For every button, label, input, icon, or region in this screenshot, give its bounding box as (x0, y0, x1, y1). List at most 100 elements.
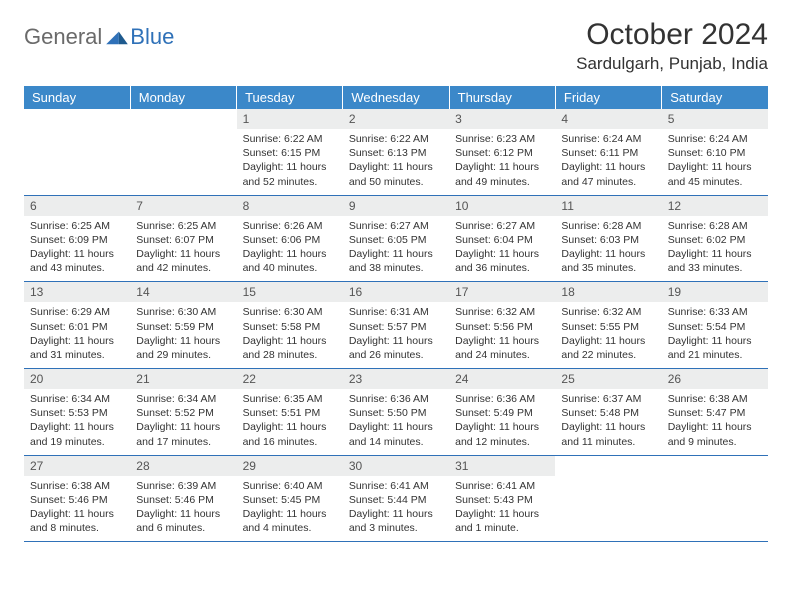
day-number: 6 (24, 196, 130, 216)
logo-triangle-icon (106, 28, 128, 46)
calendar-day-cell: 28Sunrise: 6:39 AMSunset: 5:46 PMDayligh… (130, 455, 236, 542)
weekday-header: Saturday (662, 86, 768, 109)
day-number: 21 (130, 369, 236, 389)
day-content: Sunrise: 6:35 AMSunset: 5:51 PMDaylight:… (237, 389, 343, 455)
calendar-week-row: 6Sunrise: 6:25 AMSunset: 6:09 PMDaylight… (24, 195, 768, 282)
day-number: 27 (24, 456, 130, 476)
day-content: Sunrise: 6:29 AMSunset: 6:01 PMDaylight:… (24, 302, 130, 368)
calendar-day-cell: 29Sunrise: 6:40 AMSunset: 5:45 PMDayligh… (237, 455, 343, 542)
day-number: 11 (555, 196, 661, 216)
calendar-day-cell: 17Sunrise: 6:32 AMSunset: 5:56 PMDayligh… (449, 282, 555, 369)
day-content: Sunrise: 6:39 AMSunset: 5:46 PMDaylight:… (130, 476, 236, 542)
calendar-day-cell: 1Sunrise: 6:22 AMSunset: 6:15 PMDaylight… (237, 109, 343, 195)
day-content: Sunrise: 6:30 AMSunset: 5:58 PMDaylight:… (237, 302, 343, 368)
calendar-day-cell: 21Sunrise: 6:34 AMSunset: 5:52 PMDayligh… (130, 369, 236, 456)
calendar-day-cell: 25Sunrise: 6:37 AMSunset: 5:48 PMDayligh… (555, 369, 661, 456)
calendar-week-row: 13Sunrise: 6:29 AMSunset: 6:01 PMDayligh… (24, 282, 768, 369)
calendar-day-cell: 19Sunrise: 6:33 AMSunset: 5:54 PMDayligh… (662, 282, 768, 369)
day-number: 1 (237, 109, 343, 129)
day-content: Sunrise: 6:34 AMSunset: 5:53 PMDaylight:… (24, 389, 130, 455)
day-content: Sunrise: 6:24 AMSunset: 6:10 PMDaylight:… (662, 129, 768, 195)
logo-text-general: General (24, 24, 102, 50)
day-content: Sunrise: 6:32 AMSunset: 5:56 PMDaylight:… (449, 302, 555, 368)
day-number: 16 (343, 282, 449, 302)
day-number: 18 (555, 282, 661, 302)
calendar-day-cell: 9Sunrise: 6:27 AMSunset: 6:05 PMDaylight… (343, 195, 449, 282)
day-content: Sunrise: 6:31 AMSunset: 5:57 PMDaylight:… (343, 302, 449, 368)
calendar-day-cell: 5Sunrise: 6:24 AMSunset: 6:10 PMDaylight… (662, 109, 768, 195)
day-number: 20 (24, 369, 130, 389)
day-content: Sunrise: 6:32 AMSunset: 5:55 PMDaylight:… (555, 302, 661, 368)
calendar-day-cell: 7Sunrise: 6:25 AMSunset: 6:07 PMDaylight… (130, 195, 236, 282)
calendar-day-cell: 23Sunrise: 6:36 AMSunset: 5:50 PMDayligh… (343, 369, 449, 456)
day-content: Sunrise: 6:33 AMSunset: 5:54 PMDaylight:… (662, 302, 768, 368)
day-number: 12 (662, 196, 768, 216)
day-number: 4 (555, 109, 661, 129)
calendar-day-cell: 30Sunrise: 6:41 AMSunset: 5:44 PMDayligh… (343, 455, 449, 542)
calendar-day-cell: 4Sunrise: 6:24 AMSunset: 6:11 PMDaylight… (555, 109, 661, 195)
weekday-header: Wednesday (343, 86, 449, 109)
day-number: 14 (130, 282, 236, 302)
calendar-day-cell: 8Sunrise: 6:26 AMSunset: 6:06 PMDaylight… (237, 195, 343, 282)
calendar-table: SundayMondayTuesdayWednesdayThursdayFrid… (24, 86, 768, 542)
weekday-header: Thursday (449, 86, 555, 109)
calendar-day-cell: 27Sunrise: 6:38 AMSunset: 5:46 PMDayligh… (24, 455, 130, 542)
weekday-header: Sunday (24, 86, 130, 109)
day-content: Sunrise: 6:30 AMSunset: 5:59 PMDaylight:… (130, 302, 236, 368)
weekday-header: Tuesday (237, 86, 343, 109)
day-content: Sunrise: 6:28 AMSunset: 6:02 PMDaylight:… (662, 216, 768, 282)
calendar-day-cell: 11Sunrise: 6:28 AMSunset: 6:03 PMDayligh… (555, 195, 661, 282)
calendar-day-cell: 10Sunrise: 6:27 AMSunset: 6:04 PMDayligh… (449, 195, 555, 282)
day-content: Sunrise: 6:38 AMSunset: 5:47 PMDaylight:… (662, 389, 768, 455)
day-content: Sunrise: 6:22 AMSunset: 6:15 PMDaylight:… (237, 129, 343, 195)
day-content: Sunrise: 6:25 AMSunset: 6:09 PMDaylight:… (24, 216, 130, 282)
day-number: 9 (343, 196, 449, 216)
day-number: 22 (237, 369, 343, 389)
calendar-day-cell: 2Sunrise: 6:22 AMSunset: 6:13 PMDaylight… (343, 109, 449, 195)
day-number: 2 (343, 109, 449, 129)
day-content: Sunrise: 6:27 AMSunset: 6:05 PMDaylight:… (343, 216, 449, 282)
day-content: Sunrise: 6:36 AMSunset: 5:50 PMDaylight:… (343, 389, 449, 455)
day-content: Sunrise: 6:23 AMSunset: 6:12 PMDaylight:… (449, 129, 555, 195)
calendar-day-cell: 18Sunrise: 6:32 AMSunset: 5:55 PMDayligh… (555, 282, 661, 369)
day-number: 5 (662, 109, 768, 129)
calendar-week-row: 1Sunrise: 6:22 AMSunset: 6:15 PMDaylight… (24, 109, 768, 195)
calendar-day-cell: 15Sunrise: 6:30 AMSunset: 5:58 PMDayligh… (237, 282, 343, 369)
day-content: Sunrise: 6:27 AMSunset: 6:04 PMDaylight:… (449, 216, 555, 282)
logo-text-blue: Blue (130, 24, 174, 50)
calendar-day-cell: 3Sunrise: 6:23 AMSunset: 6:12 PMDaylight… (449, 109, 555, 195)
day-number: 23 (343, 369, 449, 389)
day-number: 29 (237, 456, 343, 476)
day-number: 31 (449, 456, 555, 476)
weekday-header: Monday (130, 86, 236, 109)
page-header: General Blue October 2024 Sardulgarh, Pu… (24, 18, 768, 74)
calendar-day-cell: 31Sunrise: 6:41 AMSunset: 5:43 PMDayligh… (449, 455, 555, 542)
calendar-day-cell: 12Sunrise: 6:28 AMSunset: 6:02 PMDayligh… (662, 195, 768, 282)
title-block: October 2024 Sardulgarh, Punjab, India (576, 18, 768, 74)
calendar-empty-cell (130, 109, 236, 195)
day-content: Sunrise: 6:34 AMSunset: 5:52 PMDaylight:… (130, 389, 236, 455)
day-content: Sunrise: 6:37 AMSunset: 5:48 PMDaylight:… (555, 389, 661, 455)
calendar-body: 1Sunrise: 6:22 AMSunset: 6:15 PMDaylight… (24, 109, 768, 542)
logo: General Blue (24, 18, 174, 50)
day-content: Sunrise: 6:26 AMSunset: 6:06 PMDaylight:… (237, 216, 343, 282)
calendar-week-row: 20Sunrise: 6:34 AMSunset: 5:53 PMDayligh… (24, 369, 768, 456)
day-number: 7 (130, 196, 236, 216)
day-number: 24 (449, 369, 555, 389)
calendar-week-row: 27Sunrise: 6:38 AMSunset: 5:46 PMDayligh… (24, 455, 768, 542)
day-number: 15 (237, 282, 343, 302)
calendar-day-cell: 16Sunrise: 6:31 AMSunset: 5:57 PMDayligh… (343, 282, 449, 369)
location-text: Sardulgarh, Punjab, India (576, 54, 768, 74)
day-number: 30 (343, 456, 449, 476)
weekday-header-row: SundayMondayTuesdayWednesdayThursdayFrid… (24, 86, 768, 109)
day-number: 28 (130, 456, 236, 476)
calendar-empty-cell (24, 109, 130, 195)
day-content: Sunrise: 6:38 AMSunset: 5:46 PMDaylight:… (24, 476, 130, 542)
day-content: Sunrise: 6:40 AMSunset: 5:45 PMDaylight:… (237, 476, 343, 542)
day-content: Sunrise: 6:36 AMSunset: 5:49 PMDaylight:… (449, 389, 555, 455)
day-number: 17 (449, 282, 555, 302)
calendar-day-cell: 24Sunrise: 6:36 AMSunset: 5:49 PMDayligh… (449, 369, 555, 456)
day-content: Sunrise: 6:41 AMSunset: 5:44 PMDaylight:… (343, 476, 449, 542)
calendar-day-cell: 14Sunrise: 6:30 AMSunset: 5:59 PMDayligh… (130, 282, 236, 369)
day-number: 26 (662, 369, 768, 389)
